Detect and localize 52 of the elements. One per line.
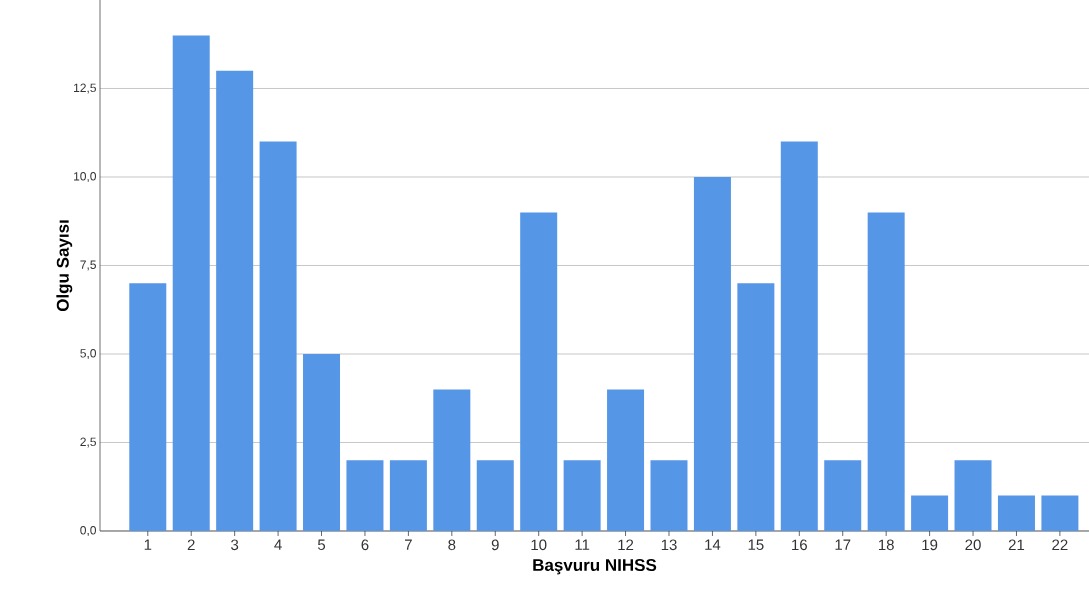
bar [303,353,341,531]
y-tick-label: 7,5 [80,260,96,271]
x-tick-label: 8 [448,539,456,551]
x-tick-label: 2 [187,539,195,550]
y-tick-label: 0,0 [80,526,97,536]
bar [216,70,254,531]
bar [1041,495,1079,531]
bar [954,460,992,531]
bar [520,212,558,531]
x-axis-title: Başvuru NIHSS [533,559,657,575]
x-tick-label: 1 [144,539,152,550]
x-tick-label: 4 [274,539,282,550]
x-tick-label: 20 [965,539,981,551]
x-tick-label: 16 [792,539,807,551]
bar [259,141,297,531]
x-tick-label: 17 [835,539,851,550]
x-tick-label: 22 [1052,539,1068,550]
x-tick-label: 5 [317,539,326,550]
x-tick-label: 9 [491,539,499,551]
x-tick-label: 13 [661,539,677,551]
x-tick-label: 10 [531,539,547,551]
bar [824,460,862,531]
bar [780,141,818,531]
x-tick-label: 18 [878,539,894,551]
y-axis-title: Olgu Sayısı [56,220,73,312]
bar [172,35,210,531]
x-tick-label: 14 [705,539,721,550]
bar [476,460,514,531]
bar [129,283,167,531]
y-tick-label: 10,0 [74,172,97,182]
x-tick-label: 12 [618,539,634,550]
x-tick-label: 15 [748,539,764,550]
bar [997,495,1035,531]
y-tick-label: 2,5 [80,437,96,448]
bar [693,176,731,531]
bar [911,495,949,531]
bar [389,460,427,531]
x-tick-label: 6 [361,539,369,551]
x-tick-label: 11 [575,539,590,550]
x-tick-label: 7 [404,539,412,550]
bar [607,389,645,531]
bar [563,460,601,531]
bar [650,460,688,531]
x-tick-label: 19 [922,539,938,551]
x-tick-label: 21 [1008,539,1025,550]
y-tick-label: 5,0 [80,349,97,359]
y-tick-label: 12,5 [74,83,96,94]
bar [867,212,905,531]
bar [737,283,775,531]
bar [346,460,384,531]
x-tick-label: 3 [231,539,239,551]
bar [433,389,471,531]
